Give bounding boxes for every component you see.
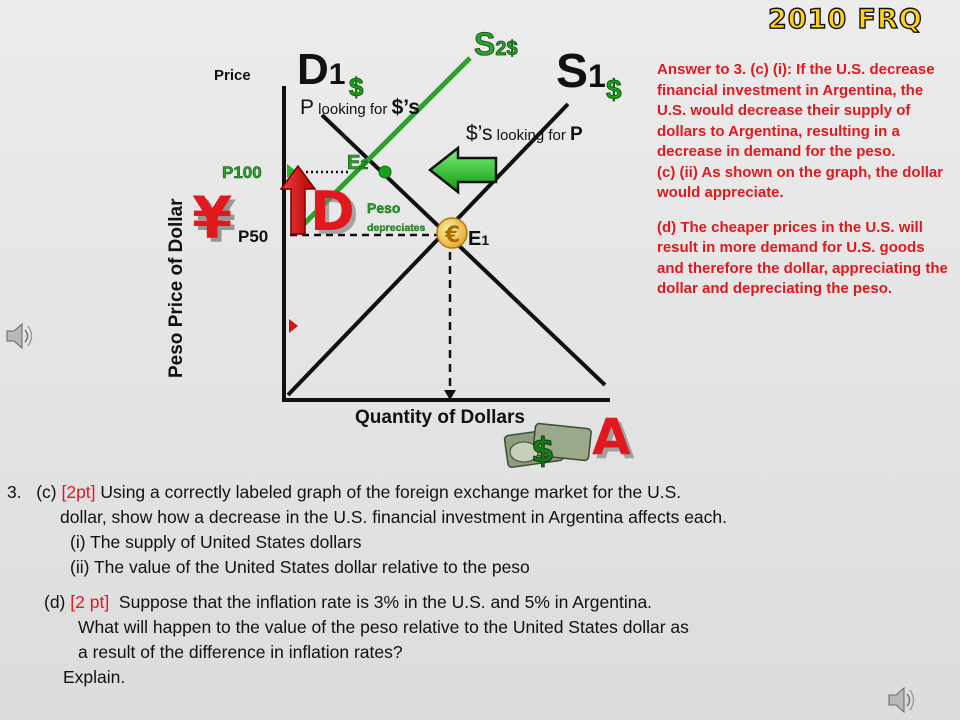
supply1-subscript: 1	[588, 58, 606, 94]
price-label: Price	[214, 67, 251, 84]
demand-note-text: looking for	[314, 101, 392, 118]
big-d-shadow: D	[314, 184, 359, 247]
q1-arrow-icon	[444, 390, 456, 400]
answer-part-d: (d) The cheaper prices in the U.S. will …	[657, 218, 948, 298]
demand-note-prefix: P	[300, 96, 314, 119]
answer-part-c2: (c) (ii) As shown on the graph, the doll…	[657, 163, 944, 202]
question-c-i: (i) The supply of United States dollars	[70, 532, 362, 552]
yen-icon: ¥	[192, 184, 232, 252]
demand-unit: $	[349, 72, 364, 102]
peso-note-line1: Peso	[367, 200, 400, 216]
big-a-label: A	[592, 408, 631, 466]
question-c-text1: Using a correctly labeled graph of the f…	[100, 482, 682, 502]
e2-subscript: 2	[360, 156, 368, 172]
supply-note: $’s looking for P	[466, 122, 583, 145]
e1-letter: E	[468, 228, 481, 250]
euro-icon	[436, 217, 468, 249]
question-d-text1: Suppose that the inflation rate is 3% in…	[118, 592, 653, 612]
big-a-shadow: A	[596, 412, 635, 470]
question-d-points: [2 pt]	[70, 592, 110, 612]
demand-letter: D	[297, 45, 329, 94]
demand-label: D1	[297, 45, 345, 94]
question-c-label: (c)	[36, 482, 57, 502]
e1-subscript: 1	[481, 232, 489, 248]
question-number: 3.	[7, 482, 22, 502]
question-d-text2: What will happen to the value of the pes…	[78, 617, 689, 637]
yen-icon-shadow: ¥	[196, 188, 236, 256]
big-d-label: D	[310, 180, 355, 243]
supply-note-suffix: P	[570, 124, 583, 145]
demand-subscript: 1	[329, 58, 346, 91]
money-dollar-symbol: $	[531, 431, 555, 470]
demand-note: P looking for $’s	[300, 96, 420, 119]
supply-note-text: looking for	[492, 127, 570, 144]
money-icon	[503, 422, 592, 468]
demand-note-suffix: $’s	[392, 96, 420, 119]
speaker-icon-2[interactable]	[886, 684, 916, 716]
y-axis-label: Peso Price of Dollar	[166, 198, 187, 378]
supply2-letter: S	[474, 26, 495, 62]
answer-panel: Answer to 3. (c) (i): If the U.S. decrea…	[657, 60, 955, 314]
frq-badge: 2010 FRQ	[767, 3, 923, 35]
p50-label: P50	[238, 227, 268, 246]
supply-note-prefix: $’s	[466, 122, 492, 145]
question-c-ii: (ii) The value of the United States doll…	[70, 557, 530, 577]
left-arrow-icon	[427, 145, 498, 195]
supply1-label: S1	[556, 45, 606, 98]
x-axis-label: Quantity of Dollars	[355, 407, 525, 428]
supply1-letter: S	[556, 45, 588, 98]
e2-label: E2	[347, 152, 368, 174]
supply1-unit: $	[606, 74, 622, 105]
e1-label: E1	[468, 228, 489, 250]
euro-symbol: €	[444, 223, 460, 248]
supply-curve-1	[286, 102, 570, 397]
question-block: 3. (c) [2pt] Using a correctly labeled g…	[7, 480, 952, 690]
question-d-label: (d)	[44, 592, 66, 612]
question-d-text4: Explain.	[63, 667, 126, 687]
peso-note-line2: depreciates	[367, 222, 426, 234]
question-c-points: [2pt]	[61, 482, 96, 502]
supply2-subscript: 2$	[495, 38, 517, 60]
speaker-icon[interactable]	[4, 320, 34, 352]
question-c-text2: dollar, show how a decrease in the U.S. …	[60, 507, 728, 527]
red-marker-icon	[289, 319, 298, 333]
e2-letter: E	[347, 152, 360, 174]
p100-label: P100	[222, 163, 262, 182]
question-d-line1: (d) [2 pt] Suppose that the inflation ra…	[7, 590, 952, 615]
up-arrow-icon	[279, 164, 317, 235]
supply2-label: S2$	[474, 26, 518, 62]
e2-point	[378, 165, 392, 179]
supply-curve-2	[298, 56, 472, 230]
p100-marker-icon	[287, 164, 296, 178]
foreign-exchange-graph: € ¥ ¥ D D D1 $ S1 $ S2$ Price Peso Price…	[166, 26, 635, 470]
question-c-line1: 3. (c) [2pt] Using a correctly labeled g…	[7, 480, 952, 505]
question-d-text3: a result of the difference in inflation …	[78, 642, 403, 662]
answer-part-c: Answer to 3. (c) (i): If the U.S. decrea…	[657, 61, 935, 160]
